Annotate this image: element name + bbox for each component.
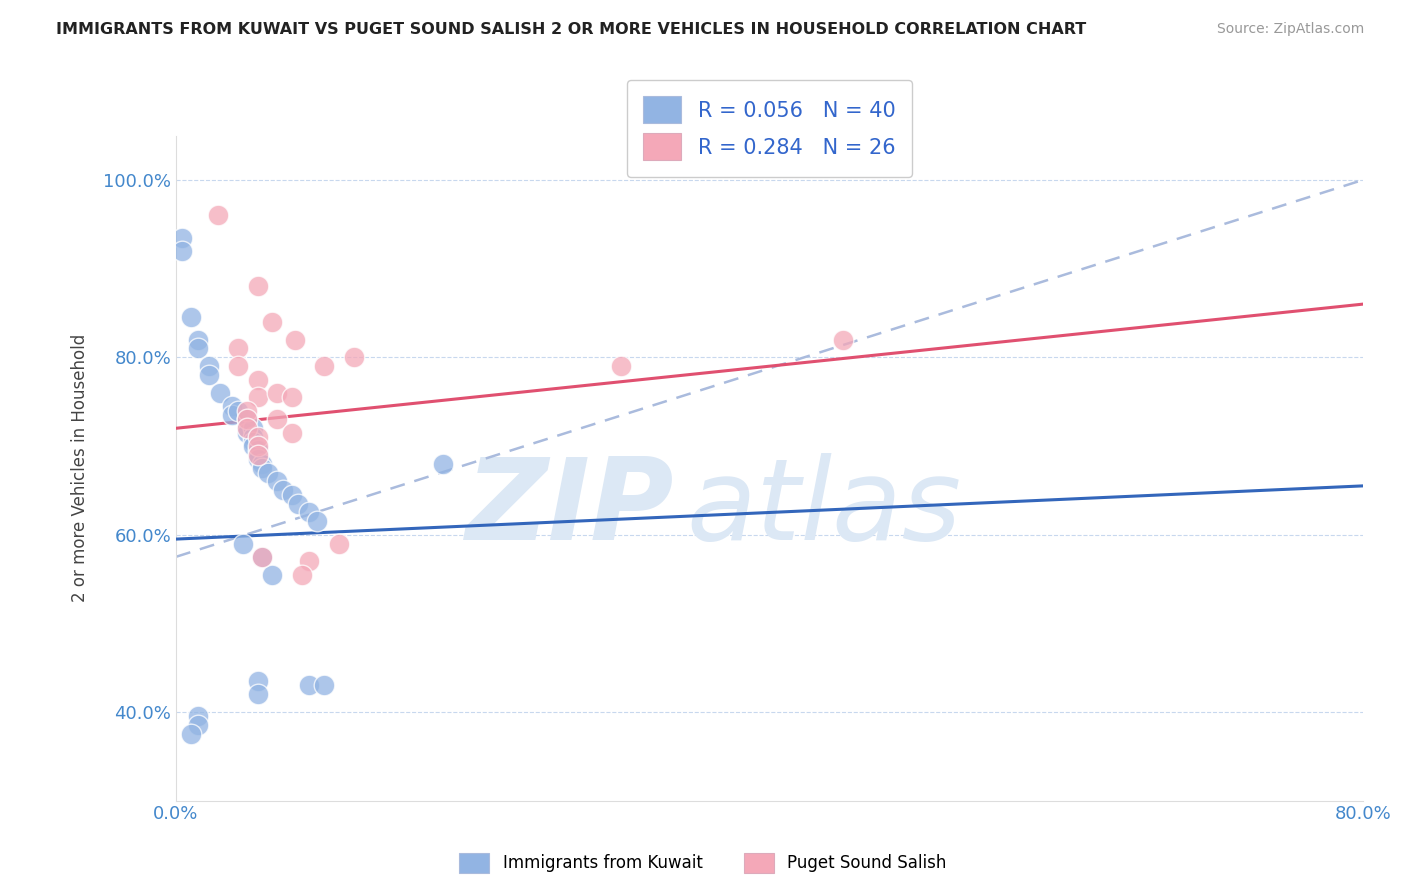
Point <box>180 727 202 741</box>
Point <box>246 372 269 386</box>
Point <box>197 368 219 382</box>
Point <box>246 452 269 467</box>
Point <box>207 209 229 223</box>
Point <box>246 673 269 688</box>
Point <box>246 439 269 453</box>
Point <box>287 497 309 511</box>
Text: atlas: atlas <box>686 452 962 564</box>
Point <box>236 421 259 435</box>
Point <box>832 333 855 347</box>
Legend: R = 0.056   N = 40, R = 0.284   N = 26: R = 0.056 N = 40, R = 0.284 N = 26 <box>627 79 912 177</box>
Point <box>266 475 288 489</box>
Point <box>226 403 249 417</box>
Point <box>262 315 284 329</box>
Text: Source: ZipAtlas.com: Source: ZipAtlas.com <box>1216 22 1364 37</box>
Point <box>298 506 321 520</box>
Point <box>236 412 259 426</box>
Point <box>280 390 302 404</box>
Point <box>257 466 280 480</box>
Point <box>314 359 336 374</box>
Point <box>242 434 264 449</box>
Point <box>343 351 366 365</box>
Point <box>246 279 269 293</box>
Point <box>187 342 209 356</box>
Point <box>610 359 633 374</box>
Point <box>236 421 259 435</box>
Point <box>246 443 269 458</box>
Point <box>170 244 193 258</box>
Point <box>226 342 249 356</box>
Point <box>242 430 264 444</box>
Point <box>246 687 269 701</box>
Point <box>250 457 273 471</box>
Point <box>250 549 273 564</box>
Point <box>187 333 209 347</box>
Point <box>246 390 269 404</box>
Point <box>328 536 350 550</box>
Text: ZIP: ZIP <box>465 452 675 564</box>
Point <box>266 385 288 400</box>
Point <box>266 412 288 426</box>
Point <box>221 399 243 413</box>
Legend: Immigrants from Kuwait, Puget Sound Salish: Immigrants from Kuwait, Puget Sound Sali… <box>453 847 953 880</box>
Point <box>180 310 202 325</box>
Point <box>280 425 302 440</box>
Point <box>232 536 254 550</box>
Point <box>291 567 314 582</box>
Point <box>242 439 264 453</box>
Point <box>246 430 269 444</box>
Point <box>187 709 209 723</box>
Point <box>236 412 259 426</box>
Point <box>250 461 273 475</box>
Point <box>298 554 321 568</box>
Point <box>242 421 264 435</box>
Point <box>170 230 193 244</box>
Point <box>432 457 454 471</box>
Point <box>226 359 249 374</box>
Point <box>221 408 243 422</box>
Point <box>305 514 328 528</box>
Point <box>284 333 307 347</box>
Point <box>209 385 232 400</box>
Point <box>262 567 284 582</box>
Point <box>236 425 259 440</box>
Y-axis label: 2 or more Vehicles in Household: 2 or more Vehicles in Household <box>72 334 89 602</box>
Point <box>314 678 336 692</box>
Point <box>271 483 294 498</box>
Point <box>298 678 321 692</box>
Point <box>250 549 273 564</box>
Point <box>246 448 269 462</box>
Point <box>236 403 259 417</box>
Point <box>246 448 269 462</box>
Text: IMMIGRANTS FROM KUWAIT VS PUGET SOUND SALISH 2 OR MORE VEHICLES IN HOUSEHOLD COR: IMMIGRANTS FROM KUWAIT VS PUGET SOUND SA… <box>56 22 1087 37</box>
Point <box>187 718 209 732</box>
Point <box>197 359 219 374</box>
Point <box>280 488 302 502</box>
